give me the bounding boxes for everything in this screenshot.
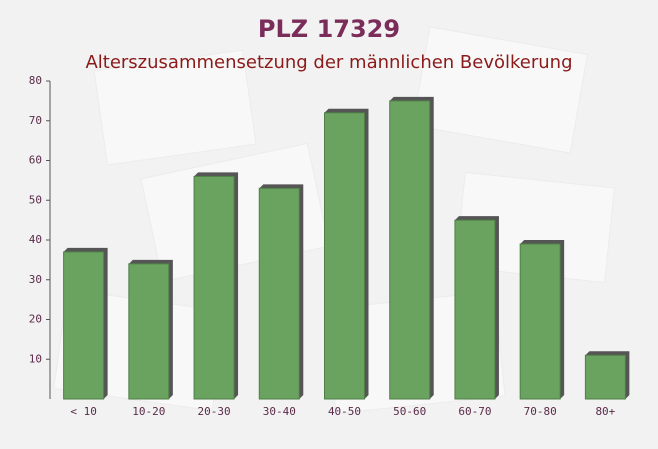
bar [324, 112, 365, 400]
x-tick-label: 30-40 [263, 405, 296, 418]
x-tick-label: 80+ [595, 405, 615, 418]
x-tick-label: 60-70 [458, 405, 491, 418]
y-tick-label: 10 [29, 352, 42, 365]
x-tick-label: 70-80 [524, 405, 557, 418]
bar [389, 100, 431, 400]
y-tick-label: 20 [29, 313, 42, 326]
bar [193, 175, 235, 400]
bar [584, 354, 626, 400]
chart-title: PLZ 17329 [258, 15, 400, 43]
x-tick-label: < 10 [70, 405, 97, 418]
x-tick-label: 50-60 [393, 405, 426, 418]
y-tick-label: 50 [29, 193, 42, 206]
x-tick-label: 40-50 [328, 405, 361, 418]
bar [519, 243, 561, 400]
bar [258, 187, 300, 400]
y-tick-label: 80 [29, 74, 42, 87]
chart-subtitle: Alterszusammensetzung der männlichen Bev… [85, 52, 572, 73]
x-tick-label: 20-30 [197, 405, 230, 418]
bar [63, 251, 105, 400]
x-tick-label: 10-20 [132, 405, 165, 418]
y-tick-label: 40 [29, 233, 42, 246]
bar [454, 219, 496, 400]
bar [128, 263, 170, 400]
y-tick-label: 30 [29, 273, 42, 286]
y-tick-label: 70 [29, 114, 42, 127]
y-tick-label: 60 [29, 154, 42, 167]
